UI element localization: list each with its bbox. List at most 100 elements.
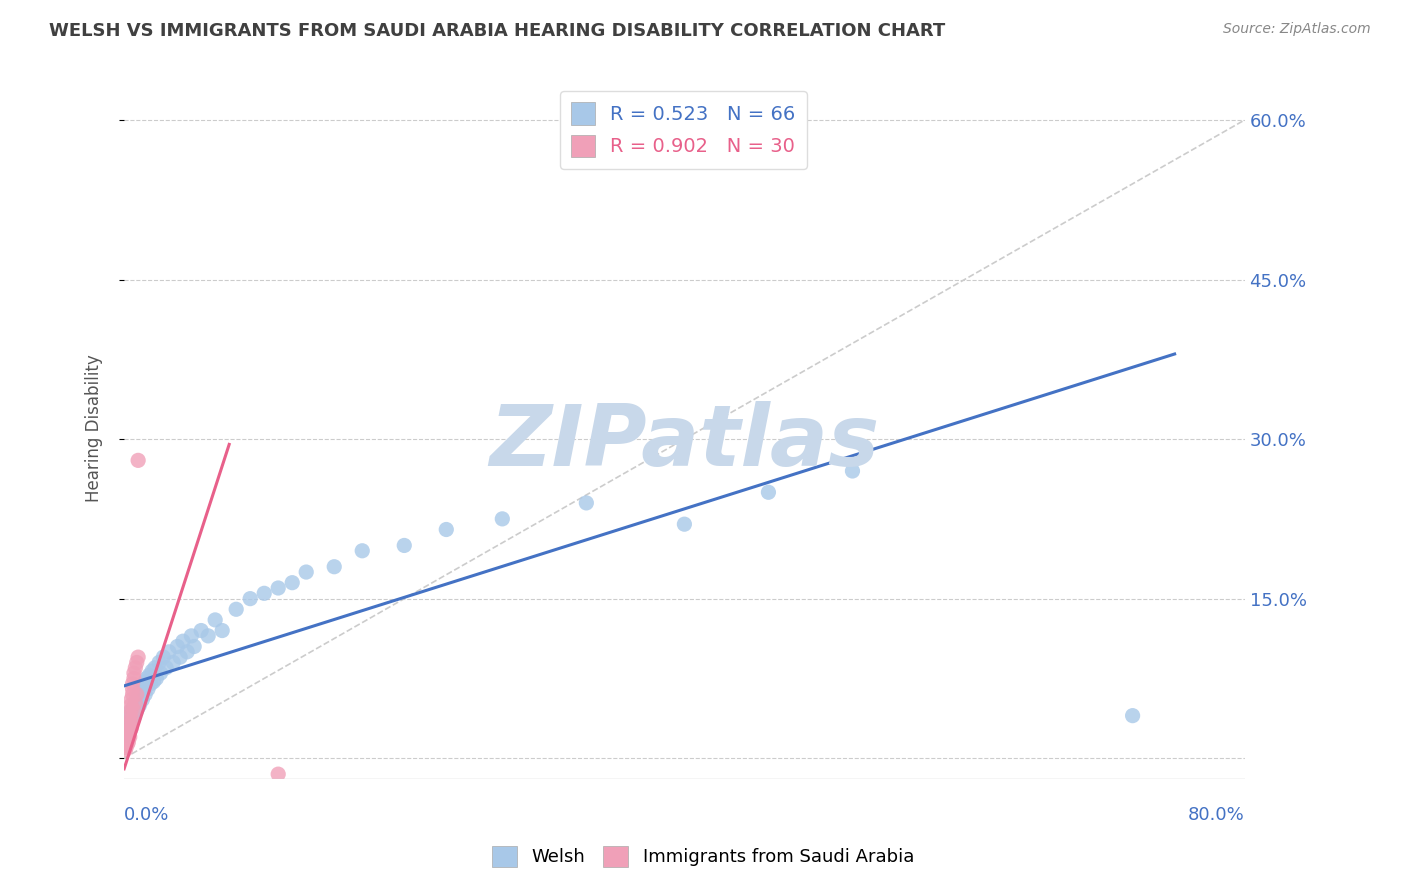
Point xyxy=(758,485,780,500)
Point xyxy=(117,722,139,736)
Point xyxy=(127,453,149,467)
Point xyxy=(124,696,146,710)
Point xyxy=(323,559,346,574)
Point xyxy=(162,656,184,670)
Point xyxy=(125,656,148,670)
Point xyxy=(139,677,162,691)
Point xyxy=(267,767,290,781)
Point xyxy=(117,714,139,728)
Point xyxy=(172,634,194,648)
Point xyxy=(117,724,139,739)
Point xyxy=(180,629,202,643)
Point xyxy=(118,708,141,723)
Point xyxy=(176,645,198,659)
Point xyxy=(125,687,148,701)
Point xyxy=(127,700,149,714)
Point xyxy=(434,523,457,537)
Point xyxy=(1122,708,1144,723)
Point xyxy=(134,687,156,701)
Point xyxy=(141,664,163,678)
Point xyxy=(841,464,863,478)
Legend: R = 0.523   N = 66, R = 0.902   N = 30: R = 0.523 N = 66, R = 0.902 N = 30 xyxy=(560,91,807,169)
Point xyxy=(114,740,136,755)
Point xyxy=(128,685,150,699)
Point xyxy=(122,703,145,717)
Point xyxy=(152,650,174,665)
Point xyxy=(115,732,138,747)
Point xyxy=(114,724,136,739)
Point xyxy=(120,703,142,717)
Point xyxy=(122,672,145,686)
Point xyxy=(118,708,141,723)
Text: 0.0%: 0.0% xyxy=(124,806,170,824)
Point xyxy=(197,629,219,643)
Point xyxy=(673,517,696,532)
Point xyxy=(166,640,188,654)
Point xyxy=(157,645,180,659)
Point xyxy=(211,624,233,638)
Point xyxy=(120,711,142,725)
Point xyxy=(124,705,146,719)
Point xyxy=(127,650,149,665)
Point xyxy=(394,538,416,552)
Point xyxy=(115,728,138,742)
Point xyxy=(121,677,143,691)
Point xyxy=(267,581,290,595)
Text: ZIPatlas: ZIPatlas xyxy=(489,401,880,484)
Point xyxy=(117,719,139,733)
Y-axis label: Hearing Disability: Hearing Disability xyxy=(86,355,103,502)
Point xyxy=(129,681,152,696)
Point xyxy=(138,668,160,682)
Text: WELSH VS IMMIGRANTS FROM SAUDI ARABIA HEARING DISABILITY CORRELATION CHART: WELSH VS IMMIGRANTS FROM SAUDI ARABIA HE… xyxy=(49,22,945,40)
Point xyxy=(142,674,165,689)
Point xyxy=(125,703,148,717)
Point xyxy=(155,661,177,675)
Point xyxy=(281,575,304,590)
Point xyxy=(143,661,166,675)
Point xyxy=(352,543,374,558)
Point xyxy=(148,656,170,670)
Point xyxy=(134,674,156,689)
Point xyxy=(120,703,142,717)
Text: Source: ZipAtlas.com: Source: ZipAtlas.com xyxy=(1223,22,1371,37)
Point xyxy=(132,679,155,693)
Point xyxy=(118,717,141,731)
Text: 80.0%: 80.0% xyxy=(1188,806,1244,824)
Point xyxy=(122,711,145,725)
Point xyxy=(121,681,143,696)
Point xyxy=(136,681,159,696)
Point xyxy=(118,714,141,728)
Point xyxy=(131,692,153,706)
Point xyxy=(120,692,142,706)
Point xyxy=(114,735,136,749)
Point xyxy=(117,735,139,749)
Point xyxy=(122,700,145,714)
Point xyxy=(575,496,598,510)
Point xyxy=(115,719,138,733)
Point xyxy=(124,696,146,710)
Point xyxy=(121,706,143,721)
Point xyxy=(114,742,136,756)
Point xyxy=(190,624,212,638)
Point xyxy=(183,640,205,654)
Point xyxy=(491,512,513,526)
Point xyxy=(295,565,318,579)
Point xyxy=(225,602,247,616)
Point xyxy=(204,613,226,627)
Point xyxy=(149,666,172,681)
Point xyxy=(121,714,143,728)
Point xyxy=(125,692,148,706)
Point xyxy=(121,714,143,728)
Point xyxy=(121,687,143,701)
Point xyxy=(169,650,191,665)
Point xyxy=(145,672,167,686)
Point xyxy=(120,698,142,712)
Point xyxy=(124,661,146,675)
Point xyxy=(115,728,138,742)
Point xyxy=(122,666,145,681)
Point xyxy=(253,586,276,600)
Point xyxy=(120,722,142,736)
Point xyxy=(135,672,157,686)
Point xyxy=(115,739,138,753)
Point xyxy=(118,730,141,744)
